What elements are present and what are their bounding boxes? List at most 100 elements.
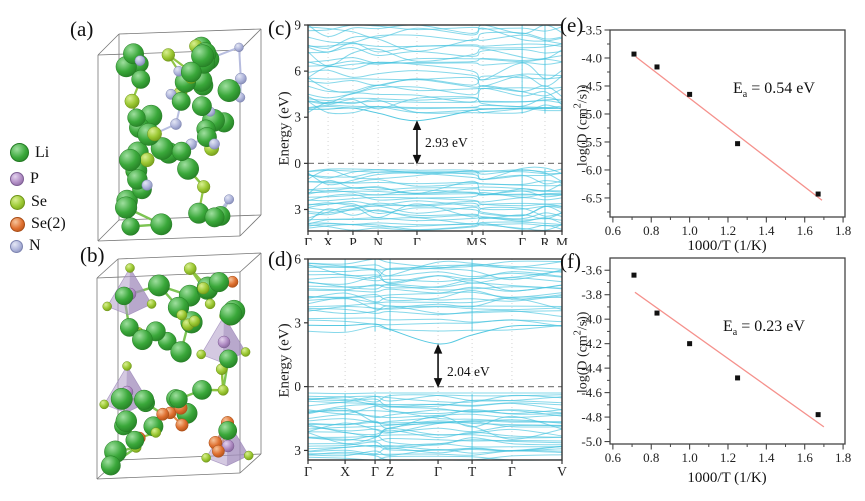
plot-frame: [609, 29, 846, 218]
band-separator-lines: [344, 259, 473, 460]
atom-spheres: [115, 36, 247, 236]
legend-item-li: Li: [10, 143, 49, 162]
legend-label-se: Se: [31, 193, 47, 210]
svg-text:S: S: [479, 235, 487, 245]
svg-text:1.2: 1.2: [720, 450, 736, 465]
legend-item-se: Se: [10, 193, 47, 211]
d-bandgap-label: 2.04 eV: [447, 364, 490, 379]
svg-text:0.8: 0.8: [643, 450, 659, 465]
d-y-axis-label: Energy (eV): [276, 323, 293, 398]
svg-text:M: M: [556, 235, 568, 245]
svg-text:N: N: [373, 235, 383, 245]
fit-line: [634, 291, 825, 428]
svg-text:Z: Z: [386, 464, 394, 479]
panel-label-d: (d): [268, 247, 293, 271]
svg-text:X: X: [323, 235, 333, 245]
fit-line: [635, 56, 823, 201]
se2-atom-icon: [10, 216, 25, 232]
arrhenius-plot-e: 0.6 0.8 1.0 1.2 1.4 1.6 1.8 -3.5 -4.0 -4.5 -5.0 -5.…: [581, 23, 851, 239]
svg-text:0.6: 0.6: [605, 450, 622, 465]
svg-text:M: M: [466, 235, 478, 245]
svg-text:-4.0: -4.0: [581, 50, 602, 65]
legend-label-li: Li: [35, 143, 50, 161]
legend-item-p: P: [10, 170, 39, 188]
svg-text:Γ: Γ: [304, 464, 312, 479]
crystal-structure-a: [97, 28, 262, 242]
svg-text:-4.4: -4.4: [581, 361, 602, 376]
svg-text:-5.0: -5.0: [581, 434, 602, 449]
plot-frame: [307, 24, 563, 232]
svg-text:-4.8: -4.8: [581, 410, 602, 425]
svg-text:1.0: 1.0: [681, 223, 697, 238]
e-y-axis-label: log(D (cm2/s)): [572, 84, 591, 167]
p-atom-icon: [10, 172, 24, 186]
svg-text:-4.2: -4.2: [581, 336, 602, 351]
li-atom-icon: [10, 143, 29, 162]
svg-text:Γ: Γ: [304, 235, 312, 245]
panel-label-c: (c): [268, 16, 292, 40]
bandgap-arrow: [412, 120, 422, 165]
svg-text:1.6: 1.6: [797, 223, 814, 238]
svg-text:6: 6: [295, 252, 301, 267]
f-y-axis-label: log(D (cm2/s)): [572, 311, 591, 394]
svg-text:-3: -3: [295, 202, 301, 217]
crystal-structure-b: [96, 252, 262, 480]
svg-text:T: T: [468, 464, 477, 479]
legend-label-n: N: [29, 237, 41, 254]
svg-text:0.8: 0.8: [643, 223, 659, 238]
energy-bands: [307, 258, 563, 461]
svg-text:1.2: 1.2: [720, 223, 736, 238]
svg-text:-6.5: -6.5: [581, 190, 602, 205]
svg-text:-3.8: -3.8: [581, 287, 602, 302]
legend-item-se2: Se(2): [10, 215, 66, 233]
e-activation-energy-label: Ea = 0.54 eV: [733, 80, 815, 101]
svg-text:1.4: 1.4: [758, 223, 775, 238]
svg-text:3: 3: [295, 110, 301, 125]
svg-text:-4.5: -4.5: [581, 78, 602, 93]
kpoint-gridlines: [327, 25, 546, 231]
svg-text:V: V: [557, 464, 567, 479]
bandgap-arrow: [433, 343, 443, 388]
svg-text:-6.0: -6.0: [581, 162, 602, 177]
svg-text:-3.6: -3.6: [581, 263, 602, 278]
svg-text:-4.6: -4.6: [581, 385, 602, 400]
svg-text:-3: -3: [295, 443, 301, 458]
svg-text:-5.5: -5.5: [581, 134, 602, 149]
svg-text:Γ: Γ: [518, 235, 526, 245]
svg-text:3: 3: [295, 315, 301, 330]
legend-item-n: N: [10, 237, 41, 255]
legend-label-se2: Se(2): [31, 215, 66, 232]
svg-text:1.8: 1.8: [835, 450, 851, 465]
c-bandgap-label: 2.93 eV: [425, 135, 468, 150]
n-atom-icon: [10, 239, 23, 253]
svg-text:6: 6: [295, 64, 301, 79]
svg-text:-3.5: -3.5: [581, 23, 602, 38]
svg-text:R: R: [540, 235, 549, 245]
svg-text:-4.0: -4.0: [581, 312, 602, 327]
atom-spheres: [100, 262, 246, 476]
svg-text:0: 0: [295, 156, 301, 171]
panel-label-a: (a): [70, 17, 94, 41]
svg-text:1.4: 1.4: [758, 450, 775, 465]
se-atom-icon: [10, 194, 25, 210]
svg-text:0: 0: [295, 379, 301, 394]
e-x-axis-label: 1000/T (1/K): [687, 238, 767, 254]
panel-label-b: (b): [80, 243, 105, 267]
svg-text:1.6: 1.6: [797, 450, 814, 465]
svg-text:Γ: Γ: [434, 464, 442, 479]
svg-text:Γ: Γ: [508, 464, 516, 479]
svg-text:-5.0: -5.0: [581, 106, 602, 121]
panel-label-e: (e): [560, 13, 584, 37]
svg-text:P: P: [349, 235, 357, 245]
band-separator-lines: [521, 25, 546, 231]
panel-label-f: (f): [560, 249, 581, 273]
data-points: [631, 272, 821, 418]
arrhenius-plot-f: 0.6 0.8 1.0 1.2 1.4 1.6 1.8 -3.6 -3.8 -4.0 -4.2 -4.…: [581, 257, 851, 465]
svg-text:0.6: 0.6: [605, 223, 622, 238]
data-points: [631, 51, 821, 197]
